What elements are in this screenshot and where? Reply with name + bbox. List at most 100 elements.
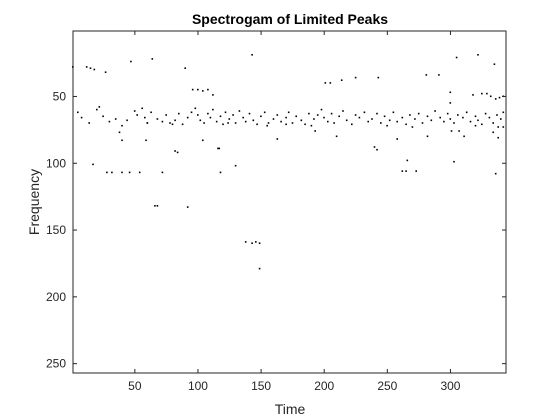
peak-point <box>263 111 266 114</box>
peak-point <box>373 146 376 148</box>
peak-point <box>295 115 297 118</box>
peak-point <box>186 116 189 119</box>
x-tick-label: 50 <box>128 379 142 393</box>
peak-point <box>449 91 452 94</box>
peak-point <box>215 120 218 123</box>
peak-point <box>258 242 261 244</box>
y-tick-label: 200 <box>46 290 66 304</box>
peak-point <box>285 116 287 119</box>
peak-point <box>446 112 449 115</box>
peak-point <box>144 116 146 119</box>
peak-point <box>300 119 303 122</box>
plot-axes <box>72 30 507 374</box>
peak-point <box>354 114 357 116</box>
peak-point <box>121 139 123 142</box>
y-tick-label: 250 <box>46 357 66 371</box>
peak-point <box>405 170 407 172</box>
peak-point <box>77 111 79 114</box>
peak-point <box>439 116 441 119</box>
peak-point <box>502 111 505 114</box>
peak-point <box>462 116 464 119</box>
peak-point <box>184 67 186 69</box>
peak-point <box>500 118 502 120</box>
peak-point <box>219 115 222 118</box>
peak-point <box>498 96 501 99</box>
peak-point <box>472 94 474 96</box>
peak-point <box>392 111 395 114</box>
peak-point <box>276 138 279 140</box>
peak-point <box>380 122 382 124</box>
peak-point <box>169 122 171 124</box>
peak-point <box>219 171 222 174</box>
x-tick-label: 300 <box>440 379 460 393</box>
peak-point <box>93 68 96 71</box>
peak-point <box>386 124 388 127</box>
peak-point <box>276 114 279 116</box>
peak-point <box>197 88 199 91</box>
peak-point <box>207 88 209 91</box>
peak-point <box>272 118 275 120</box>
peak-point <box>218 147 220 150</box>
peak-point <box>267 122 270 124</box>
peak-point <box>242 116 244 119</box>
peak-point <box>323 116 325 119</box>
peak-point <box>308 112 310 115</box>
peak-point <box>202 139 204 142</box>
peak-point <box>234 122 237 124</box>
peak-point <box>488 116 491 119</box>
peak-point <box>333 122 335 124</box>
peak-point <box>291 122 294 124</box>
peak-point <box>458 130 460 132</box>
peak-point <box>354 76 357 79</box>
peak-point <box>324 82 327 84</box>
peak-point <box>209 116 212 119</box>
peak-point <box>252 119 255 122</box>
peak-point <box>111 171 113 174</box>
peak-point <box>191 88 194 91</box>
chart-title: Spectrogam of Limited Peaks <box>192 11 388 27</box>
peak-point <box>202 90 204 92</box>
peak-point <box>469 120 472 123</box>
peak-point <box>150 111 152 114</box>
peak-markers <box>72 54 505 270</box>
peak-point <box>174 150 176 152</box>
peak-point <box>376 148 378 151</box>
y-tick-label: 100 <box>46 156 66 170</box>
peak-point <box>405 123 407 126</box>
peak-point <box>145 139 147 142</box>
peak-point <box>502 126 505 128</box>
peak-point <box>494 98 497 100</box>
peak-point <box>128 171 131 174</box>
peak-point <box>203 122 205 124</box>
peak-point <box>414 118 416 120</box>
peak-point <box>244 120 247 123</box>
peak-point <box>98 106 101 108</box>
peak-point <box>316 114 319 116</box>
peak-point <box>118 131 121 134</box>
peak-point <box>80 116 83 119</box>
peak-point <box>474 115 477 118</box>
peak-point <box>313 118 315 120</box>
peak-point <box>489 95 492 98</box>
peak-point <box>194 107 197 110</box>
peak-point <box>342 110 344 112</box>
peak-point <box>251 54 253 56</box>
peak-point <box>212 94 214 96</box>
x-axis-ticks: 50 100 150 200 250 300 <box>128 31 461 393</box>
peak-point <box>363 111 366 114</box>
peak-point <box>327 120 329 123</box>
peak-point <box>102 115 104 118</box>
peak-point <box>285 123 287 126</box>
peak-point <box>496 114 498 116</box>
peak-point <box>130 60 132 63</box>
peak-point <box>121 171 123 174</box>
plot-frame <box>72 30 507 374</box>
peak-point <box>106 171 108 174</box>
peak-point <box>417 112 420 115</box>
peak-point <box>409 114 411 116</box>
peak-point <box>457 114 459 116</box>
x-axis-label: Time <box>275 401 306 417</box>
y-tick-label: 150 <box>46 223 66 237</box>
peak-point <box>497 126 499 128</box>
y-tick-label: 50 <box>53 89 67 103</box>
